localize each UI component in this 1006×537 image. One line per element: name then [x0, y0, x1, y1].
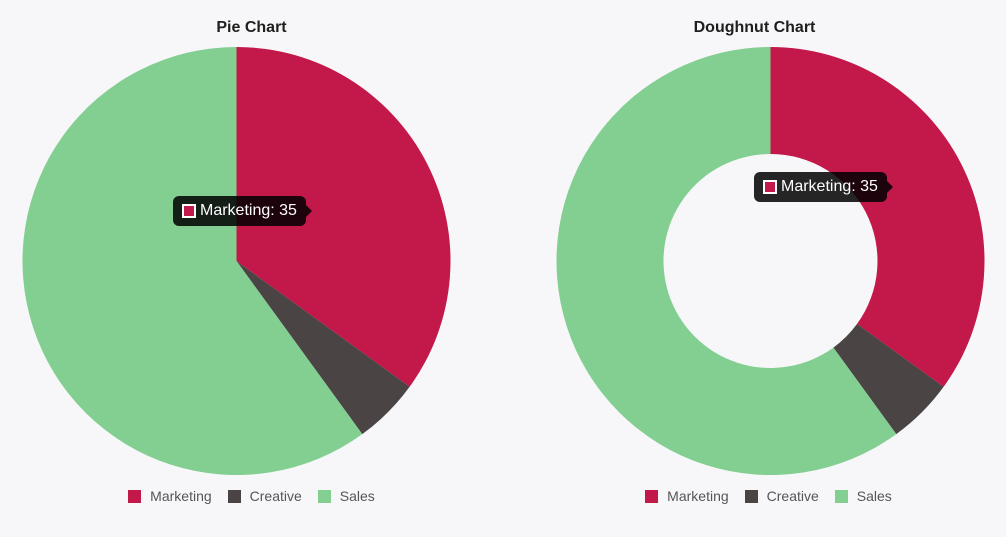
tooltip-text: Marketing: 35: [781, 178, 878, 195]
legend-label: Sales: [856, 488, 892, 504]
slice-sales[interactable]: [556, 47, 897, 476]
tooltip-swatch: [763, 180, 777, 194]
legend-swatch: [744, 489, 758, 503]
legend-item-marketing[interactable]: Marketing: [645, 488, 729, 504]
legend-item-creative[interactable]: Creative: [227, 488, 302, 504]
legend-label: Marketing: [150, 488, 212, 504]
legend-swatch: [645, 489, 659, 503]
tooltip-text: Marketing: 35: [200, 202, 297, 219]
doughnut-chart-panel: Doughnut Chart Marketing Creative Sales …: [503, 0, 1006, 537]
legend-label: Creative: [766, 488, 819, 504]
legend: Marketing Creative Sales: [531, 488, 1006, 504]
legend: Marketing Creative Sales: [0, 488, 503, 504]
legend-item-sales[interactable]: Sales: [834, 488, 892, 504]
legend-item-marketing[interactable]: Marketing: [128, 488, 212, 504]
chart-tooltip: Marketing: 35: [754, 172, 893, 202]
slice-sales[interactable]: [22, 47, 363, 476]
legend-item-creative[interactable]: Creative: [744, 488, 819, 504]
chart-tooltip: Marketing: 35: [173, 196, 312, 226]
legend-label: Marketing: [667, 488, 729, 504]
slice-marketing[interactable]: [770, 47, 985, 387]
chart-title: Doughnut Chart: [693, 19, 816, 36]
legend-swatch: [227, 489, 241, 503]
tooltip-swatch: [182, 204, 196, 218]
pie-chart[interactable]: [0, 0, 503, 537]
slice-creative[interactable]: [236, 261, 410, 435]
legend-swatch: [317, 489, 331, 503]
legend-label: Creative: [249, 488, 302, 504]
chart-title: Pie Chart: [216, 19, 287, 36]
legend-item-sales[interactable]: Sales: [317, 488, 375, 504]
legend-swatch: [834, 489, 848, 503]
slice-marketing[interactable]: [236, 47, 451, 387]
legend-label: Sales: [339, 488, 375, 504]
doughnut-chart[interactable]: [503, 0, 1006, 537]
legend-swatch: [128, 489, 142, 503]
slice-creative[interactable]: [833, 323, 944, 435]
pie-chart-panel: Pie Chart Marketing Creative Sales Marke…: [0, 0, 503, 537]
